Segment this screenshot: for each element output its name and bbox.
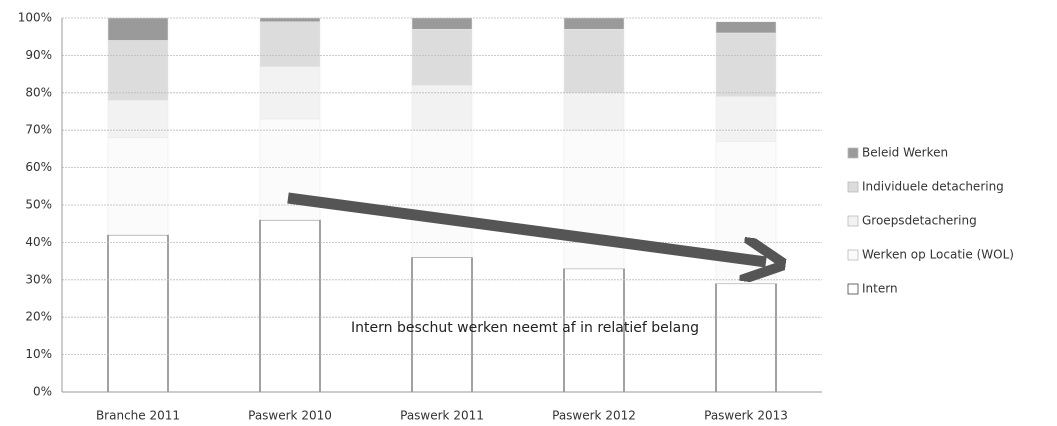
legend-swatch	[847, 283, 859, 295]
x-tick-label: Paswerk 2013	[704, 409, 788, 423]
y-tick-label: 100%	[18, 11, 52, 25]
bar-segment	[259, 17, 321, 22]
y-tick-label: 40%	[25, 235, 52, 249]
legend-swatch	[847, 215, 859, 227]
x-tick-label: Paswerk 2011	[400, 409, 484, 423]
bar-segment	[715, 32, 777, 97]
y-tick-label: 60%	[25, 160, 52, 174]
y-tick-label: 80%	[25, 85, 52, 99]
bar-segment	[715, 283, 777, 393]
bar-segment	[107, 100, 169, 138]
legend-label: Individuele detachering	[862, 180, 1004, 194]
bar-segment	[259, 219, 321, 393]
bar-segment	[107, 137, 169, 236]
bar-segment	[411, 129, 473, 258]
legend-label: Beleid Werken	[862, 146, 948, 160]
y-tick-label: 50%	[25, 198, 52, 212]
legend-swatch	[847, 249, 859, 261]
legend-swatch	[847, 147, 859, 159]
bar-segment	[563, 92, 625, 131]
bar-segment	[107, 234, 169, 393]
legend-label: Werken op Locatie (WOL)	[862, 248, 1014, 262]
bar-segment	[411, 17, 473, 30]
y-tick-label: 70%	[25, 123, 52, 137]
bar-segment	[563, 129, 625, 269]
legend-swatch	[847, 181, 859, 193]
legend-label: Intern	[862, 282, 898, 296]
bar-segment	[563, 28, 625, 94]
x-tick-label: Branche 2011	[96, 409, 180, 423]
x-tick-label: Paswerk 2010	[248, 409, 332, 423]
y-tick-label: 30%	[25, 272, 52, 286]
bar-segment	[411, 28, 473, 86]
bar-segment	[107, 17, 169, 41]
legend-label: Groepsdetachering	[862, 214, 977, 228]
bar-segment	[259, 21, 321, 67]
x-tick-label: Paswerk 2012	[552, 409, 636, 423]
bar-segment	[563, 17, 625, 30]
annotation: Intern beschut werken neemt af in relati…	[351, 320, 699, 336]
bar-segment	[715, 21, 777, 34]
y-tick-label: 10%	[25, 347, 52, 361]
bar-segment	[411, 85, 473, 131]
y-tick-label: 20%	[25, 310, 52, 324]
trend-arrow	[287, 192, 766, 262]
y-tick-label: 0%	[33, 385, 52, 399]
bar-segment	[563, 268, 625, 393]
y-tick-label: 90%	[25, 48, 52, 62]
bar-segment	[715, 96, 777, 142]
bar-segment	[107, 40, 169, 101]
